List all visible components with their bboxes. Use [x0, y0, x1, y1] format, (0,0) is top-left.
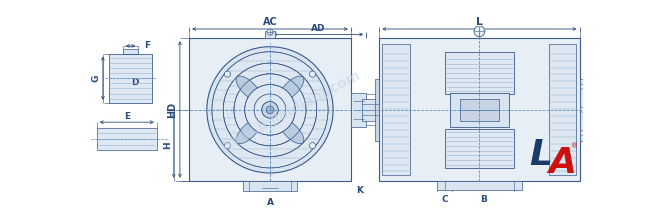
Text: HD: HD: [168, 102, 177, 118]
Text: L: L: [530, 138, 552, 172]
Bar: [445, 129, 514, 168]
Bar: [109, 54, 152, 103]
Text: C: C: [441, 195, 448, 203]
Text: E: E: [354, 107, 363, 113]
Text: G: G: [92, 75, 101, 82]
Text: E: E: [124, 112, 130, 121]
Circle shape: [580, 84, 585, 89]
Bar: [445, 52, 514, 94]
Text: AC: AC: [263, 17, 278, 27]
Bar: [380, 38, 580, 181]
Bar: [351, 93, 366, 127]
Bar: [549, 44, 577, 175]
Bar: [437, 181, 522, 190]
Text: H: H: [163, 141, 172, 149]
Bar: [97, 128, 157, 150]
Circle shape: [580, 131, 585, 135]
Bar: [376, 79, 380, 141]
Text: AD: AD: [311, 24, 326, 33]
Text: A: A: [549, 146, 577, 180]
Circle shape: [224, 71, 231, 77]
Ellipse shape: [279, 119, 304, 144]
Circle shape: [474, 26, 485, 37]
Bar: [189, 38, 351, 181]
Circle shape: [309, 143, 316, 149]
Text: B: B: [480, 195, 487, 203]
Circle shape: [309, 71, 316, 77]
Circle shape: [262, 102, 278, 118]
Circle shape: [580, 108, 585, 112]
Bar: [243, 181, 297, 191]
Bar: [123, 49, 138, 54]
Bar: [382, 44, 410, 175]
Text: D: D: [131, 78, 138, 87]
Circle shape: [266, 106, 274, 114]
Bar: [363, 99, 380, 121]
Bar: [450, 93, 509, 127]
Bar: [265, 30, 274, 38]
Text: K: K: [356, 186, 363, 195]
Text: F: F: [144, 41, 151, 50]
Text: www.jhjiaidianj.com: www.jhjiaidianj.com: [218, 68, 363, 154]
Text: ®: ®: [571, 143, 578, 149]
Bar: [580, 79, 586, 141]
Bar: [460, 99, 499, 121]
Circle shape: [207, 47, 333, 173]
Circle shape: [224, 143, 231, 149]
Circle shape: [267, 29, 273, 35]
Text: A: A: [266, 199, 274, 207]
Ellipse shape: [279, 76, 304, 101]
Text: L: L: [476, 17, 483, 27]
Ellipse shape: [236, 76, 261, 101]
Ellipse shape: [236, 119, 261, 144]
